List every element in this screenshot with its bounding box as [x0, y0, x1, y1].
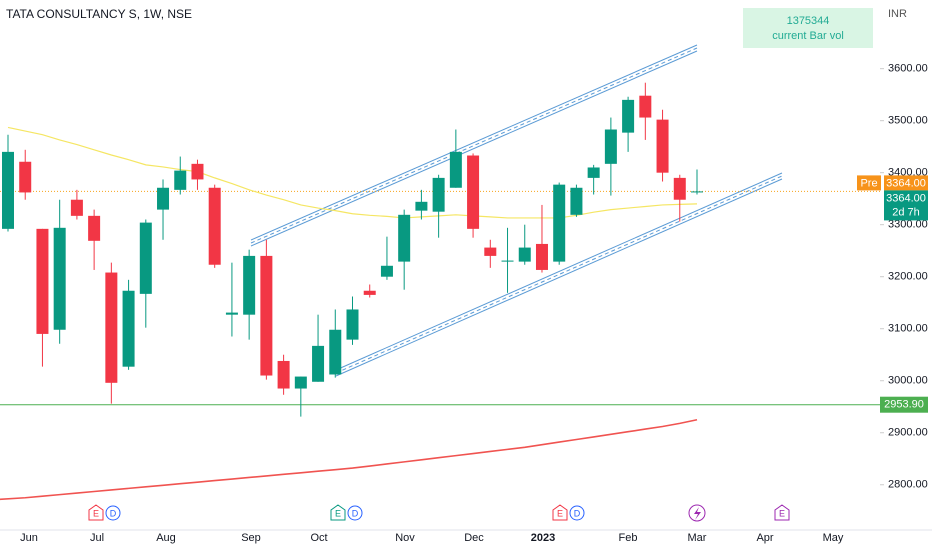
x-tick-label: Feb [619, 532, 638, 544]
candle-body [208, 187, 221, 265]
candle-body [36, 228, 49, 334]
candle-body [449, 151, 462, 188]
volume-label: current Bar vol [772, 30, 844, 42]
candle-body [639, 95, 652, 118]
y-tick-label: 3500.00 [888, 115, 928, 127]
candle-body [656, 119, 669, 173]
candle-body [346, 309, 359, 340]
event-label: E [779, 508, 785, 518]
event-icon [552, 504, 568, 521]
candle-body [691, 191, 703, 193]
pre-price-box [884, 175, 928, 191]
channel-upper [250, 44, 698, 247]
candle-body [570, 187, 583, 215]
candle-body [294, 376, 307, 389]
candle-body [174, 170, 187, 190]
candle-body [673, 177, 686, 200]
event-icon [347, 505, 363, 521]
moving-average [0, 418, 698, 501]
x-tick-label: Jun [20, 532, 38, 544]
candle-body [70, 199, 83, 216]
candle-body [122, 290, 135, 367]
candle-body [139, 222, 152, 294]
candle-body [535, 243, 548, 270]
candle-body [105, 272, 118, 383]
event-label: E [335, 508, 341, 518]
event-icon [88, 504, 104, 521]
event-label: E [557, 508, 563, 518]
event-icon [105, 505, 121, 521]
x-tick-label: Sep [241, 532, 261, 544]
y-tick-label: 3000.00 [888, 375, 928, 387]
currency: INR [888, 8, 907, 20]
y-tick-label: 3600.00 [888, 63, 928, 75]
candle-body [277, 360, 290, 389]
candle-body [260, 255, 273, 376]
event-label: D [110, 508, 117, 518]
candle-body [191, 163, 204, 180]
x-tick-label: Nov [395, 532, 415, 544]
hline-label: 2953.90 [884, 399, 924, 411]
split-bolt [694, 507, 701, 520]
chart-title: TATA CONSULTANCY S, 1W, NSE [6, 7, 192, 21]
candle-body [622, 99, 635, 133]
candle-body [2, 151, 14, 229]
candle-body [88, 215, 101, 241]
candle-body [467, 155, 480, 229]
candle-body [587, 167, 600, 178]
candle-body [53, 227, 66, 330]
x-tick-label: Oct [310, 532, 327, 544]
volume-value: 1375344 [787, 15, 830, 27]
x-tick-label: 2023 [531, 532, 555, 544]
x-tick-label: Mar [688, 532, 707, 544]
event-label: D [574, 508, 581, 518]
candle-body [398, 214, 411, 262]
candle-body [604, 129, 617, 164]
candle-body [225, 312, 238, 315]
x-tick-label: May [823, 532, 844, 544]
candle-body [518, 247, 531, 262]
event-label: D [352, 508, 359, 518]
event-icon [569, 505, 585, 521]
candle-body [501, 260, 514, 262]
candle-body [553, 184, 566, 262]
pre-label: Pre [860, 177, 877, 189]
pre-price: 3364.00 [886, 177, 926, 189]
countdown: 2d 7h [892, 206, 920, 218]
y-tick-label: 2900.00 [888, 427, 928, 439]
candle-body [363, 290, 376, 295]
x-tick-label: Jul [90, 532, 104, 544]
candle-body [312, 345, 325, 382]
candle-body [415, 201, 428, 211]
candle-body [157, 187, 170, 210]
x-tick-label: Apr [756, 532, 773, 544]
y-tick-label: 2800.00 [888, 479, 928, 491]
x-tick-label: Dec [464, 532, 484, 544]
last-price-box [884, 190, 928, 221]
candle-body [484, 247, 497, 256]
candle-body [19, 161, 32, 193]
y-tick-label: 3200.00 [888, 271, 928, 283]
event-icon [330, 504, 346, 521]
x-tick-label: Aug [156, 532, 176, 544]
candle-body [380, 265, 393, 277]
y-tick-label: 3100.00 [888, 323, 928, 335]
last-price: 3364.00 [886, 192, 926, 204]
candle-body [432, 177, 445, 212]
channel-lower [335, 172, 783, 377]
candle-body [243, 255, 256, 315]
volume-box [743, 8, 873, 48]
event-label: E [93, 508, 99, 518]
y-tick-label: 3300.00 [888, 219, 928, 231]
event-icon [774, 504, 790, 521]
pre-box [857, 175, 881, 191]
hline-label-box [880, 396, 928, 413]
candle-body [329, 329, 342, 375]
